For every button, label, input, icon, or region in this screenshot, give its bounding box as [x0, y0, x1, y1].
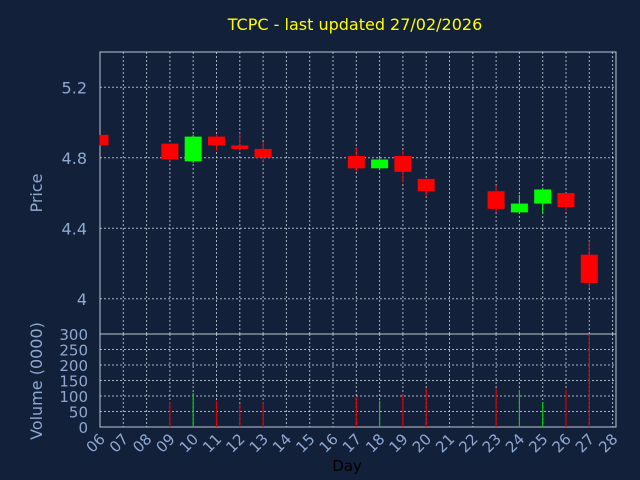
- volume-tick-label: 100: [59, 388, 88, 406]
- candle-23: [487, 185, 505, 213]
- price-plot-area: [99, 51, 617, 335]
- volume-tick-label: 250: [59, 342, 88, 360]
- candle-body: [347, 155, 365, 169]
- candle-body: [208, 136, 225, 146]
- price-tick-label: 4.4: [62, 219, 87, 238]
- volume-tick-label: 0: [78, 419, 88, 437]
- price-tick-label: 4.8: [62, 149, 87, 168]
- candle-body: [580, 254, 598, 283]
- candle-11: [208, 134, 225, 151]
- candle-17: [347, 147, 365, 172]
- candle-body: [254, 148, 272, 158]
- x-axis-label: Day: [332, 457, 362, 475]
- candle-10: [184, 134, 202, 164]
- candle-20: [417, 178, 435, 197]
- candle-body: [487, 191, 505, 209]
- volume-tick-label: 50: [69, 404, 88, 422]
- candle-09: [161, 143, 179, 162]
- candle-body: [231, 145, 249, 149]
- candle-body: [534, 189, 552, 204]
- candle-13: [254, 141, 272, 162]
- candle-body: [417, 178, 435, 192]
- candle-19: [394, 150, 412, 183]
- volume-tick-label: 150: [59, 373, 88, 391]
- price-panel: 4 4.4 4.8 5.2 Price: [27, 51, 617, 335]
- volume-tick-label: 200: [59, 357, 88, 375]
- candle-24: [510, 194, 528, 213]
- candle-body: [510, 203, 528, 213]
- candle-27: [580, 240, 598, 289]
- chart-title: TCPC - last updated 27/02/2026: [227, 15, 483, 34]
- candle-25: [534, 187, 552, 215]
- candle-12: [231, 133, 249, 151]
- candle-18: [371, 157, 389, 171]
- candle-body: [557, 193, 575, 208]
- candle-body: [100, 134, 109, 146]
- candle-06: [99, 134, 109, 146]
- volume-bars: [169, 334, 590, 427]
- candle-body: [371, 159, 389, 169]
- candles: [99, 133, 598, 289]
- candle-body: [394, 155, 412, 172]
- x-ticks: 0607080910111213141516171819202122232425…: [83, 430, 622, 456]
- candle-body: [161, 143, 179, 160]
- volume-tick-label: 300: [59, 326, 88, 344]
- x-tick-label: 28: [595, 430, 621, 456]
- volume-axis-label: Volume (0000): [27, 322, 46, 440]
- candle-body: [184, 136, 202, 162]
- price-axis-label: Price: [27, 173, 46, 212]
- price-y-ticks: 4 4.4 4.8 5.2: [62, 78, 87, 309]
- price-tick-label: 4: [77, 290, 87, 309]
- candle-26: [557, 193, 575, 211]
- price-tick-label: 5.2: [62, 78, 87, 97]
